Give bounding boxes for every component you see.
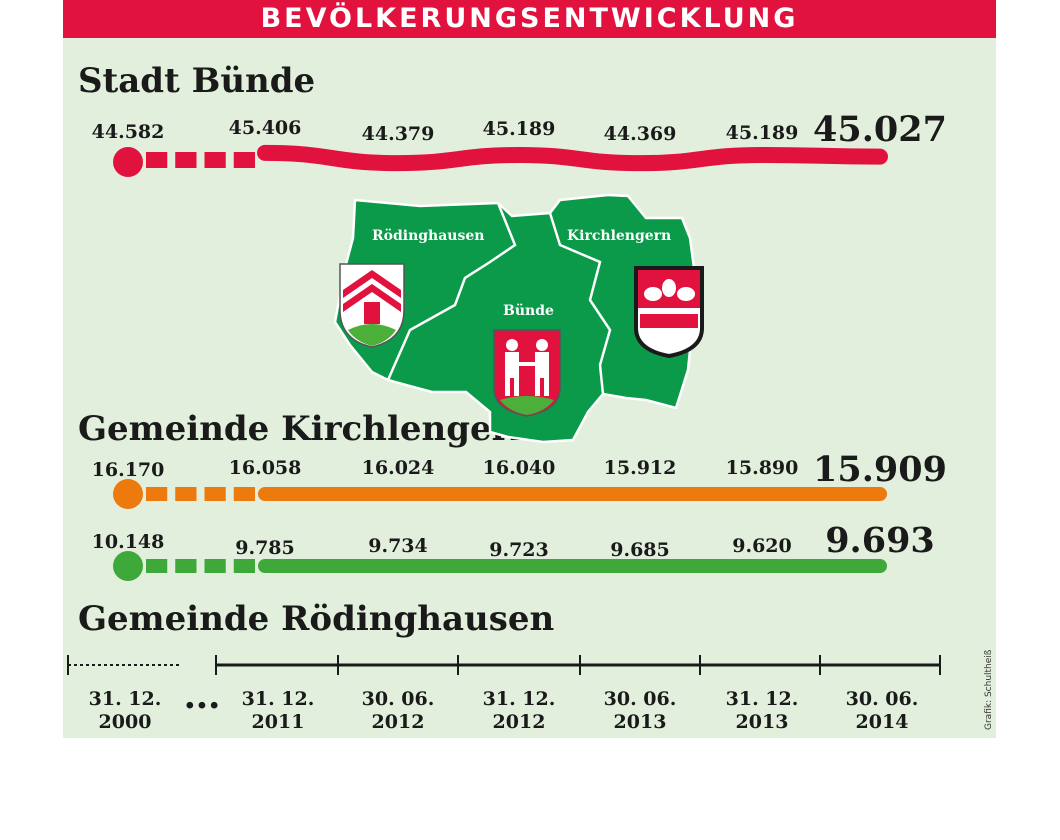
series-kirchlengern: 16.170 16.058 16.024 16.040 15.912 15.890 15.9…	[92, 449, 947, 509]
data-label: 45.189	[726, 122, 799, 144]
gap-dash	[146, 559, 168, 573]
axis-gap-marker: •••	[184, 695, 220, 717]
data-label: 9.723	[489, 539, 549, 561]
coat-of-arms-buende	[493, 329, 561, 417]
series-title-kirchlengern: Gemeinde Kirchlengern	[78, 409, 534, 449]
data-label: 16.170	[92, 459, 165, 481]
gap-dash	[233, 559, 255, 573]
gap-dash	[204, 559, 226, 573]
axis-tick-label: 2013	[736, 711, 789, 733]
axis-tick-label: 2000	[99, 711, 152, 733]
data-label: 9.685	[610, 539, 670, 561]
start-dot	[113, 551, 143, 581]
series-line	[257, 144, 888, 172]
coat-of-arms-kirchlengern	[634, 266, 704, 359]
data-label-latest: 15.909	[813, 449, 947, 490]
map-label-kirchlengern: Kirchlengern	[567, 228, 671, 244]
start-dot	[113, 479, 143, 509]
gap-dash	[175, 152, 197, 168]
axis-tick-label: 2012	[372, 711, 425, 733]
axis-tick-label: 2011	[252, 711, 305, 733]
header-banner: BEVÖLKERUNGSENTWICKLUNG	[63, 0, 996, 38]
gap-dash	[175, 487, 197, 501]
data-label: 16.040	[483, 457, 556, 479]
credit-text: Grafik: Schultheiß	[984, 649, 994, 730]
axis-tick-label: 2014	[856, 711, 909, 733]
axis-tick-label: 31. 12.	[242, 688, 315, 710]
data-label: 9.620	[732, 535, 792, 557]
data-label: 45.189	[483, 118, 556, 140]
series-title-buende: Stadt Bünde	[78, 61, 315, 101]
map-border-east	[548, 212, 612, 395]
series-roedinghausen: 10.148 9.785 9.734 9.723 9.685 9.620 9.693	[92, 520, 935, 581]
gap-dash	[204, 487, 226, 501]
axis-tick-label: 31. 12.	[483, 688, 556, 710]
axis-tick-label: 30. 06.	[362, 688, 435, 710]
start-dot	[113, 147, 143, 177]
axis-tick-label: 2013	[614, 711, 667, 733]
data-label: 9.785	[235, 537, 295, 559]
data-label: 9.734	[368, 535, 428, 557]
data-label: 44.379	[362, 123, 435, 145]
data-label: 44.369	[604, 123, 677, 145]
axis-tick-label: 30. 06.	[604, 688, 677, 710]
coat-of-arms-roedinghausen	[339, 263, 405, 348]
data-label-latest: 9.693	[825, 520, 935, 561]
gap-dash	[146, 152, 168, 168]
axis-tick-label: 31. 12.	[726, 688, 799, 710]
axis-tick-label: 2012	[493, 711, 546, 733]
data-label: 16.024	[362, 457, 435, 479]
district-map: Rödinghausen Kirchlengern Bünde	[333, 193, 704, 444]
data-label: 44.582	[92, 121, 165, 143]
map-label-roedinghausen: Rödinghausen	[372, 228, 484, 244]
map-shape	[333, 193, 702, 444]
data-label: 15.912	[604, 457, 677, 479]
gap-dash	[204, 152, 226, 168]
data-label: 16.058	[229, 457, 302, 479]
series-buende: 44.582 45.406 44.379 45.189 44.369 45.189 45.0…	[92, 109, 947, 177]
data-label: 15.890	[726, 457, 799, 479]
data-label: 45.406	[229, 117, 302, 139]
gap-dash	[233, 152, 255, 168]
axis-tick-label: 31. 12.	[89, 688, 162, 710]
gap-dash	[146, 487, 168, 501]
gap-dash	[233, 487, 255, 501]
data-label: 10.148	[92, 531, 165, 553]
data-label-latest: 45.027	[813, 109, 947, 150]
axis-tick-label: 30. 06.	[846, 688, 919, 710]
map-border-west	[386, 202, 517, 381]
map-label-buende: Bünde	[503, 303, 554, 319]
series-title-roedinghausen: Gemeinde Rödinghausen	[78, 599, 554, 639]
gap-dash	[175, 559, 197, 573]
